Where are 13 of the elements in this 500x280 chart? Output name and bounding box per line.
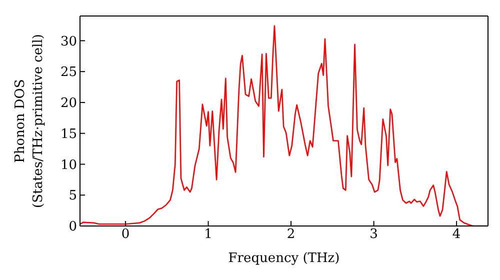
- y-tick-label: 30: [60, 34, 77, 50]
- y-tick-label: 15: [60, 126, 77, 142]
- y-tick-label: 25: [60, 65, 77, 80]
- x-tick-label: 4: [452, 227, 461, 242]
- x-tick-label: 0: [121, 227, 130, 242]
- y-tick-label: 20: [60, 96, 77, 112]
- x-tick-label: 2: [286, 227, 296, 242]
- x-tick-label: 1: [204, 227, 212, 242]
- x-tick-label: 3: [370, 227, 378, 242]
- y-axis-title: Phonon DOS (States/THz·primitive cell): [13, 34, 46, 208]
- x-axis-title: Frequency (THz): [228, 251, 340, 266]
- y-tick-label: 10: [60, 158, 77, 173]
- y-tick-label: 5: [68, 188, 77, 204]
